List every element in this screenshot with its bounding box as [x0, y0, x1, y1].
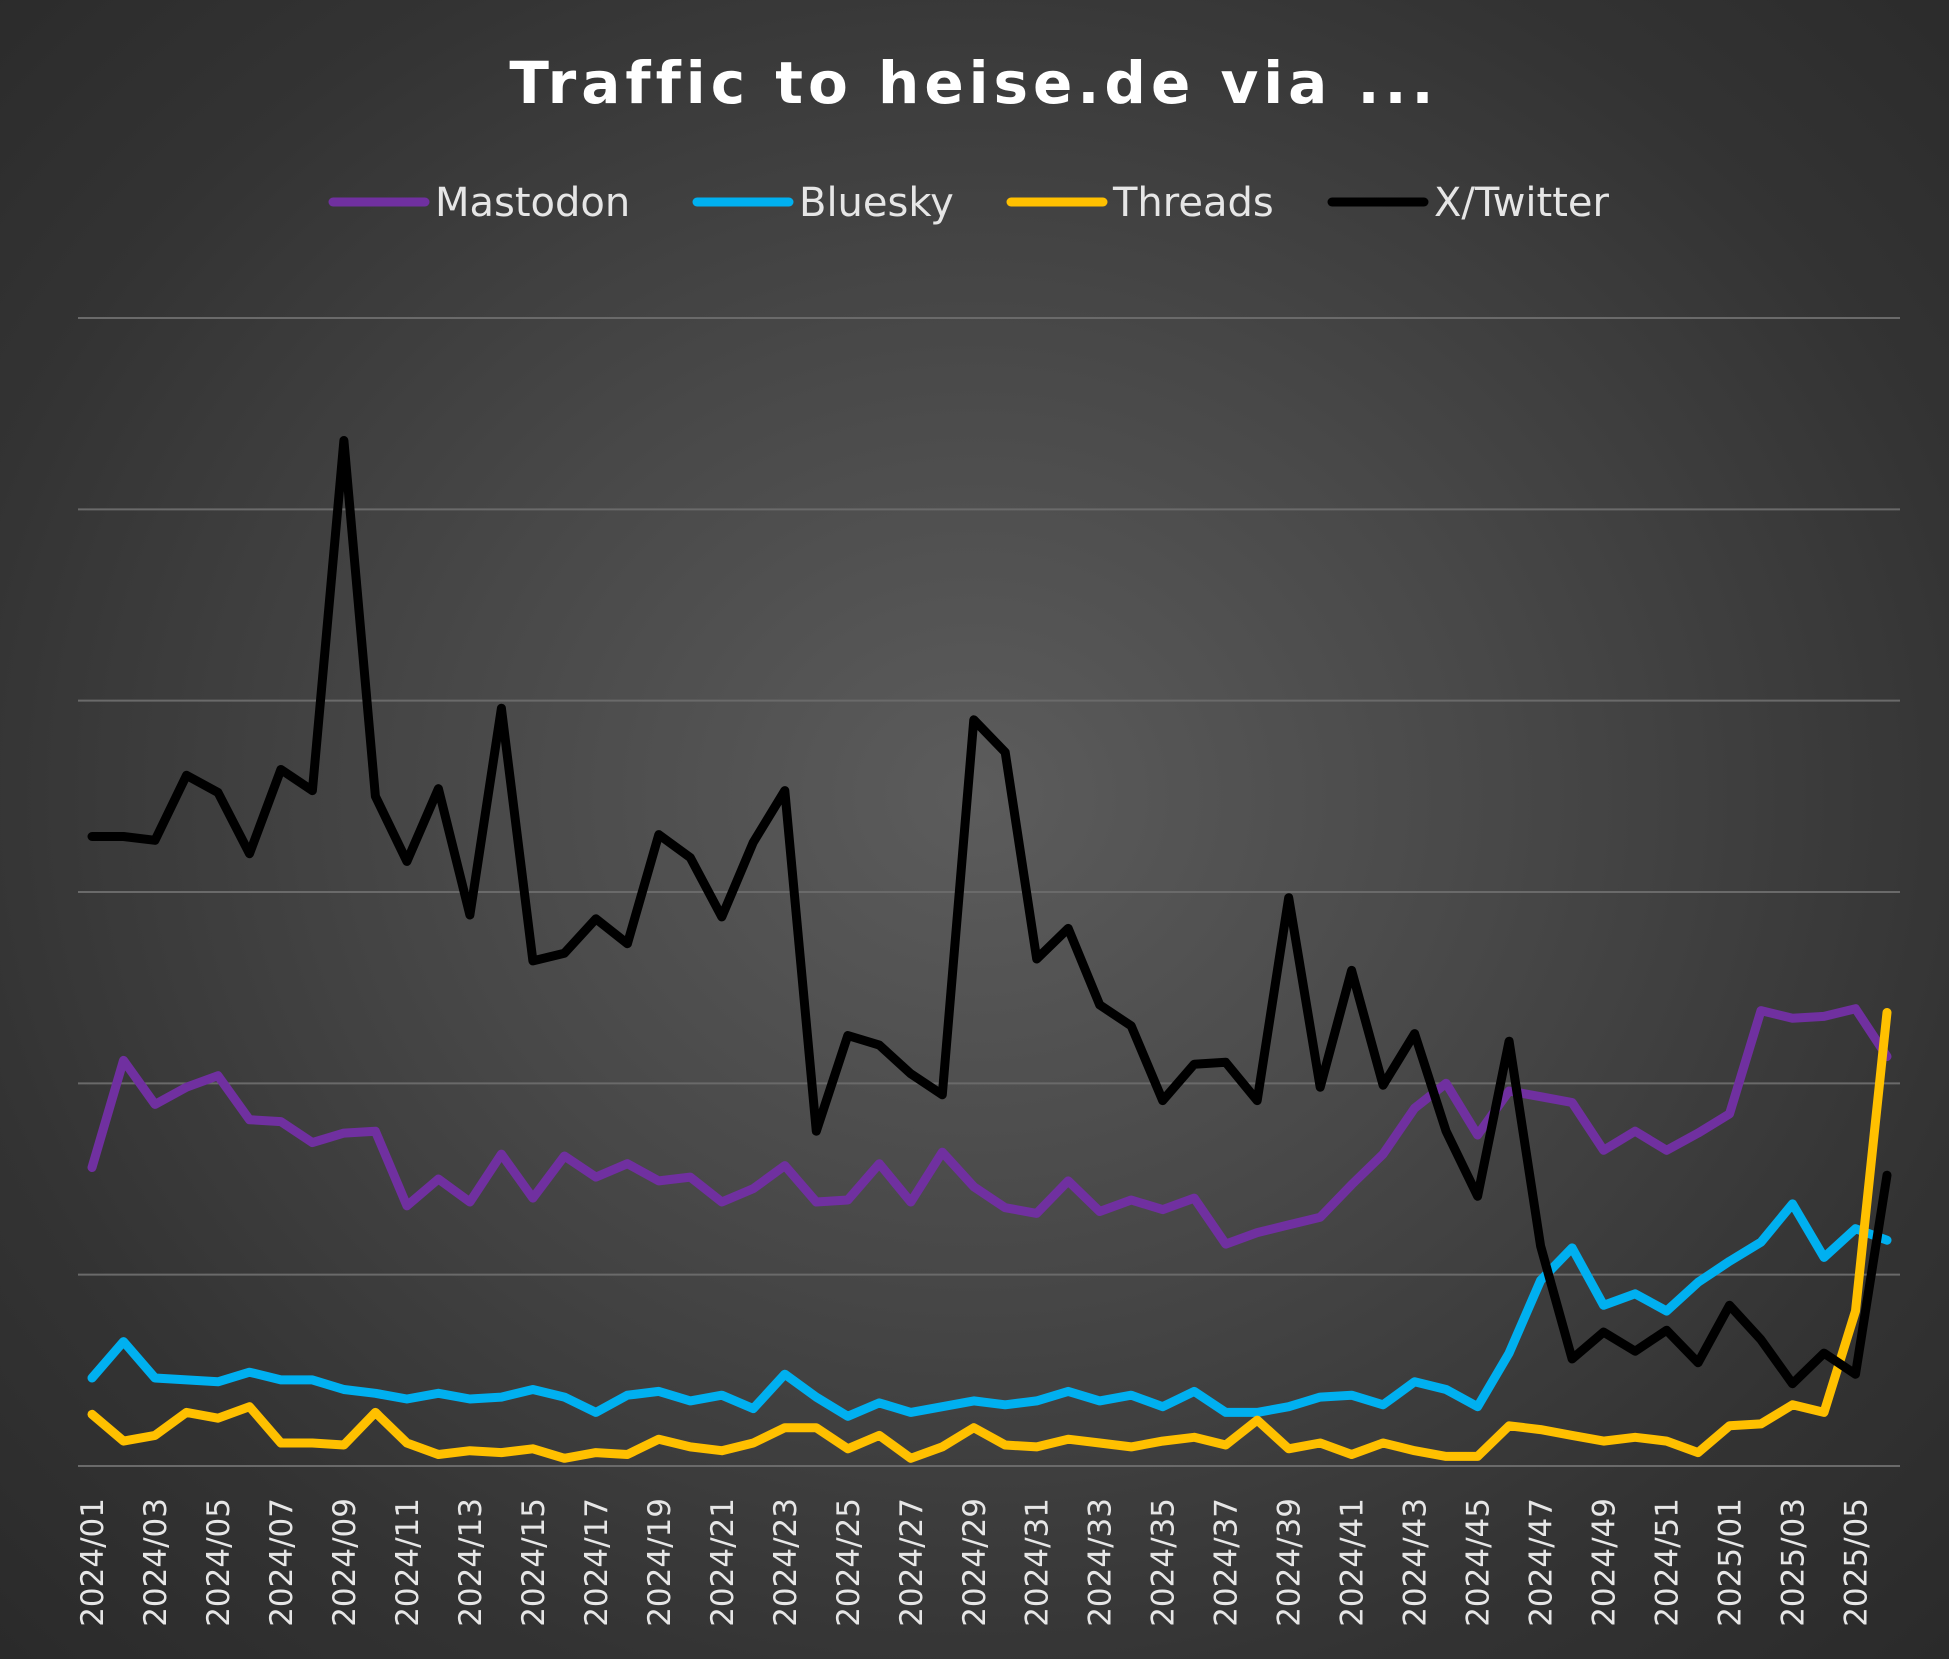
gridlines — [78, 317, 1900, 1467]
x-tick-label: 2024/23 — [768, 1498, 804, 1627]
x-tick-label: 2025/03 — [1776, 1498, 1812, 1627]
x-tick-label: 2024/11 — [390, 1498, 426, 1627]
x-tick-label: 2024/01 — [75, 1498, 111, 1627]
x-tick-label: 2024/17 — [579, 1498, 615, 1627]
legend-label-threads: Threads — [1112, 180, 1274, 226]
x-tick-label: 2024/29 — [957, 1498, 993, 1627]
series-line-x-twitter — [87, 436, 1892, 1389]
x-tick-label: 2024/15 — [516, 1498, 552, 1627]
x-tick-label: 2024/51 — [1650, 1498, 1686, 1627]
chart-title: Traffic to heise.de via ... — [509, 49, 1438, 117]
legend-label-mastodon: Mastodon — [435, 180, 630, 226]
x-tick-label: 2024/33 — [1083, 1498, 1119, 1627]
x-tick-label: 2024/03 — [138, 1498, 174, 1627]
series-line-bluesky — [87, 1199, 1892, 1421]
x-tick-label: 2025/05 — [1839, 1498, 1875, 1627]
series-lines — [87, 436, 1892, 1463]
x-tick-label: 2024/43 — [1398, 1498, 1434, 1627]
x-tick-label: 2024/35 — [1146, 1498, 1182, 1627]
x-tick-label: 2024/27 — [894, 1498, 930, 1627]
legend-label-bluesky: Bluesky — [799, 180, 954, 226]
x-tick-label: 2024/21 — [705, 1498, 741, 1627]
legend-label-x-twitter: X/Twitter — [1434, 180, 1609, 226]
x-tick-label: 2024/19 — [642, 1498, 678, 1627]
x-tick-label: 2024/39 — [1272, 1498, 1308, 1627]
x-tick-label: 2024/09 — [327, 1498, 363, 1627]
x-tick-label: 2024/37 — [1209, 1498, 1245, 1627]
series-line-threads — [87, 1008, 1892, 1463]
series-line-mastodon — [87, 1004, 1892, 1249]
x-axis-ticks: 2024/01 2024/03 2024/05 2024/07 2024/09 2024/… — [75, 1498, 1875, 1627]
legend: Mastodon Bluesky Threads X/Twitter — [328, 180, 1609, 226]
x-tick-label: 2024/47 — [1524, 1498, 1560, 1627]
x-tick-label: 2025/01 — [1713, 1498, 1749, 1627]
x-tick-label: 2024/25 — [831, 1498, 867, 1627]
x-tick-label: 2024/13 — [453, 1498, 489, 1627]
x-tick-label: 2024/07 — [264, 1498, 300, 1627]
x-tick-label: 2024/45 — [1461, 1498, 1497, 1627]
x-tick-label: 2024/41 — [1335, 1498, 1371, 1627]
x-tick-label: 2024/31 — [1020, 1498, 1056, 1627]
x-tick-label: 2024/49 — [1587, 1498, 1623, 1627]
x-tick-label: 2024/05 — [201, 1498, 237, 1627]
